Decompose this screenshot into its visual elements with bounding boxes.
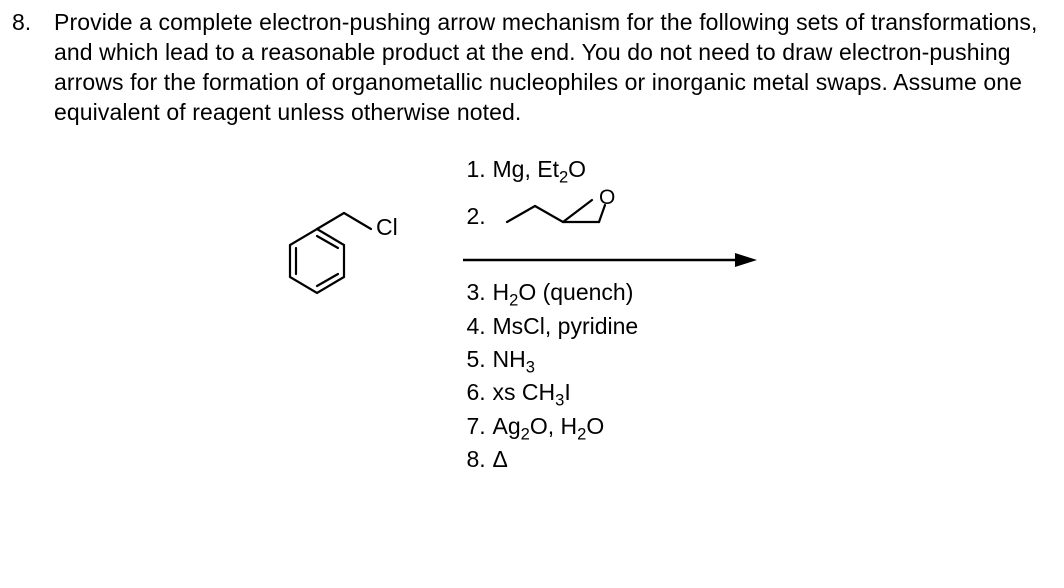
step-text: Ag2O, H2O: [493, 410, 605, 443]
step-number: 4.: [467, 310, 493, 343]
reagent-step-3: 3. H2O (quench): [467, 276, 761, 309]
reagent-step-7: 7. Ag2O, H2O: [467, 410, 761, 443]
step-number: 2.: [467, 200, 493, 233]
reagent-step-2: 2. O: [467, 186, 761, 247]
reagent-step-6: 6. xs CH3I: [467, 376, 761, 409]
reaction-arrow: [461, 250, 761, 270]
reagent-list: 1. Mg, Et2O 2.: [467, 153, 761, 477]
epoxybutane-structure: O: [499, 186, 644, 247]
reagent-step-5: 5. NH3: [467, 343, 761, 376]
reagent-step-8: 8. Δ: [467, 443, 761, 476]
reagent-step-4: 4. MsCl, pyridine: [467, 310, 761, 343]
step-number: 1.: [467, 153, 493, 186]
step-text: Δ: [493, 443, 508, 476]
benzyl-chloride-svg: Cl: [264, 195, 439, 325]
step-number: 5.: [467, 343, 493, 376]
step-text: xs CH3I: [493, 376, 571, 409]
step-text: Mg, Et2O: [493, 153, 587, 186]
step-text: NH3: [493, 343, 535, 376]
step-number: 7.: [467, 410, 493, 443]
cl-atom-label: Cl: [376, 214, 398, 240]
svg-text:O: O: [599, 186, 615, 209]
step-number: 8.: [467, 443, 493, 476]
page: 8. Provide a complete electron-pushing a…: [0, 0, 1064, 521]
step-text: H2O (quench): [493, 276, 634, 309]
question-block: 8. Provide a complete electron-pushing a…: [12, 8, 1052, 128]
substrate-structure: Cl: [264, 195, 439, 330]
step-number: 6.: [467, 376, 493, 409]
step-number: 3.: [467, 276, 493, 309]
step-text: MsCl, pyridine: [493, 310, 639, 343]
reaction-scheme: Cl 1. Mg, Et2O 2.: [12, 153, 1052, 513]
question-text: Provide a complete electron-pushing arro…: [54, 8, 1052, 128]
reagent-step-1: 1. Mg, Et2O: [467, 153, 761, 186]
question-number: 8.: [12, 8, 54, 38]
